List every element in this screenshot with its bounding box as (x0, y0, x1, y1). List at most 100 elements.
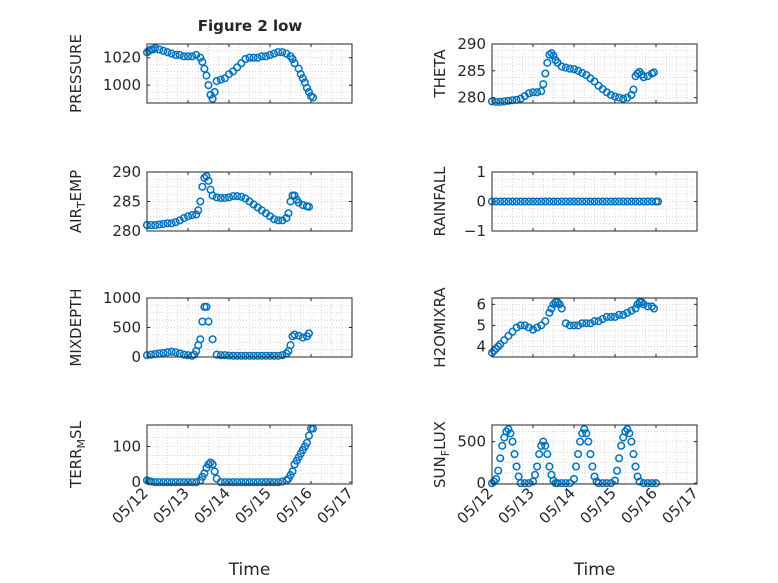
data-point (224, 478, 234, 487)
data-point (637, 298, 646, 307)
data-point (249, 351, 258, 360)
data-point (545, 197, 554, 206)
data-point (179, 350, 188, 359)
data-point (229, 67, 238, 76)
data-point (535, 450, 544, 459)
data-point (233, 351, 242, 360)
data-point (494, 342, 503, 351)
y-tick-label: 290 (112, 163, 141, 181)
data-point (504, 197, 513, 206)
data-point (524, 479, 533, 488)
data-point (171, 50, 180, 60)
data-point (500, 197, 509, 206)
data-point (649, 68, 659, 77)
data-point (508, 327, 517, 336)
data-point (549, 51, 558, 60)
data-point (159, 46, 168, 55)
data-point (508, 437, 517, 446)
data-point (492, 344, 501, 353)
data-point (274, 216, 283, 225)
data-point (508, 197, 517, 206)
axes-box (146, 43, 353, 104)
data-point (284, 209, 293, 218)
data-point (204, 460, 213, 469)
data-point (294, 331, 303, 340)
y-tick-label: 1000 (103, 289, 141, 307)
data-point (288, 55, 297, 64)
y-tick-label: 290 (457, 35, 486, 53)
data-point (204, 81, 213, 90)
y-axis-label: THETA (431, 49, 449, 99)
axes-box (491, 171, 698, 232)
data-point (541, 441, 550, 450)
data-point (257, 478, 266, 487)
data-point (578, 197, 587, 206)
data-point (233, 478, 242, 487)
data-point (584, 437, 593, 446)
data-point (204, 317, 213, 326)
data-point (496, 340, 505, 349)
data-point (602, 479, 611, 488)
data-point (159, 478, 168, 487)
y-tick-label: 1020 (103, 49, 141, 67)
data-point (506, 429, 515, 438)
y-tick-label: 5 (476, 316, 486, 334)
data-point (212, 76, 221, 86)
data-point (537, 87, 546, 96)
data-point (241, 351, 250, 360)
data-point (602, 197, 611, 206)
plot-area (492, 425, 697, 484)
data-point (237, 192, 246, 201)
data-point (210, 87, 219, 97)
x-axis-label: Time (573, 560, 616, 580)
data-point (210, 467, 219, 476)
data-point (233, 192, 242, 201)
data-point (159, 348, 168, 357)
data-point (147, 477, 156, 486)
panel-pressure: 1000 1020 PRESSURE (67, 34, 353, 113)
data-point (296, 70, 305, 79)
data-point (537, 197, 546, 206)
data-point (565, 64, 574, 73)
data-point (619, 197, 628, 206)
data-point (582, 319, 591, 328)
data-point (520, 321, 529, 330)
data-point (229, 478, 238, 487)
y-tick-label: 4 (476, 337, 486, 355)
data-point (524, 323, 533, 332)
x-tick-label: 05/15 (577, 484, 620, 527)
data-point (196, 197, 205, 206)
data-point (163, 478, 172, 487)
data-point (561, 63, 570, 72)
data-point (588, 462, 597, 471)
x-tick-label: 05/16 (273, 484, 316, 527)
data-point (304, 202, 314, 211)
data-point (198, 57, 207, 66)
y-tick-label: 0 (476, 193, 486, 211)
data-point (216, 75, 225, 84)
data-point (631, 304, 640, 313)
data-point (188, 478, 197, 487)
data-point (512, 462, 521, 471)
data-point (261, 351, 270, 360)
data-point (516, 197, 525, 206)
data-point (565, 479, 574, 488)
data-point (574, 66, 583, 75)
data-point (512, 197, 521, 206)
y-tick-label: 0 (131, 348, 141, 366)
data-point (175, 478, 184, 487)
y-tick-label: 0 (131, 473, 141, 491)
data-point (524, 89, 533, 98)
data-point (539, 437, 548, 446)
data-point (492, 474, 501, 484)
data-point (253, 53, 262, 62)
data-point (183, 212, 193, 221)
data-point (647, 302, 656, 311)
data-point (553, 197, 562, 206)
data-point (512, 323, 521, 332)
y-axis-label: H2OMIXRA (431, 287, 449, 368)
data-point (304, 329, 314, 338)
data-point (557, 197, 566, 206)
